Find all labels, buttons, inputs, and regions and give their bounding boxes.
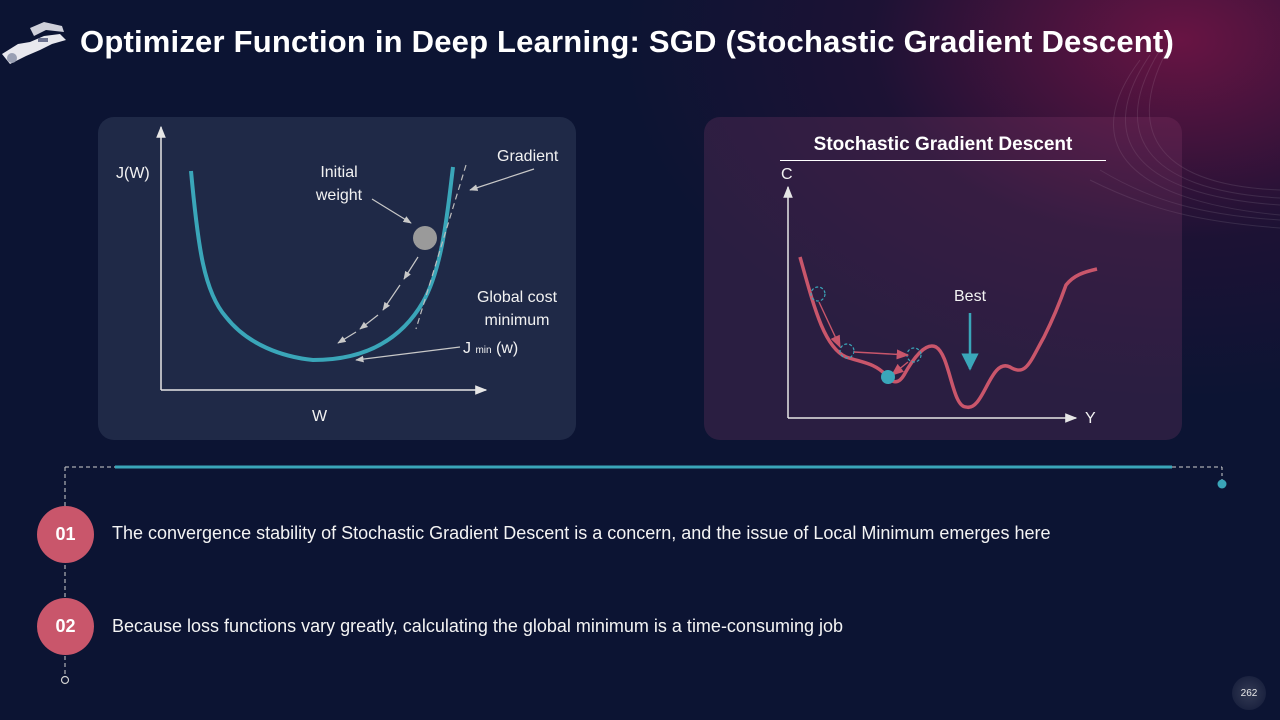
jmin-argument: (w) (496, 340, 519, 357)
current-position-marker (881, 370, 895, 384)
step-arrow (382, 284, 401, 311)
gradient-descent-diagram (156, 125, 535, 395)
initial-weight-label: Initial weight (315, 164, 363, 204)
cost-curve (189, 166, 455, 363)
x-axis-label: W (312, 408, 328, 425)
timeline-start-dot (60, 675, 70, 685)
jmin-label: J min (w) (463, 337, 518, 362)
gradient-pointer (469, 168, 535, 191)
jump-arrow (818, 301, 841, 349)
timeline-end-dot (1217, 479, 1227, 489)
robot-hand-icon (2, 22, 66, 64)
tangent-line (415, 164, 467, 330)
jump-arrow (891, 361, 909, 376)
jmin-pointer (355, 346, 461, 363)
jump-point (810, 286, 826, 302)
initial-weight-ball (413, 226, 437, 250)
step-arrow (403, 256, 419, 280)
jump-point (839, 343, 855, 359)
global-cost-minimum-label: Global cost minimum (476, 289, 558, 329)
gradient-label: Gradient (497, 148, 559, 165)
page-title: Optimizer Function in Deep Learning: SGD… (80, 24, 1174, 59)
gradient-descent-panel (98, 117, 576, 440)
sgd-diagram (783, 185, 1098, 423)
sgd-panel (704, 117, 1182, 440)
step-arrow (359, 314, 379, 330)
loss-curve (798, 256, 1098, 409)
jmin-subscript: min (475, 345, 492, 356)
sgd-diagram-title: Stochastic Gradient Descent (780, 134, 1106, 161)
point-text: The convergence stability of Stochastic … (112, 523, 1051, 543)
point-number-badge: 02 (37, 598, 94, 655)
y-axis-label-right: Y (1085, 410, 1096, 427)
y-axis-label: J(W) (116, 165, 150, 182)
point-text: Because loss functions vary greatly, cal… (112, 616, 844, 636)
page-number: 262 (1232, 676, 1266, 710)
c-axis-label: C (781, 166, 793, 183)
jmin-main: J (463, 340, 471, 357)
jump-arrow (853, 349, 910, 360)
best-label: Best (954, 288, 987, 305)
initial-weight-pointer (371, 198, 412, 224)
point-number-badge: 01 (37, 506, 94, 563)
step-arrow (337, 331, 357, 344)
